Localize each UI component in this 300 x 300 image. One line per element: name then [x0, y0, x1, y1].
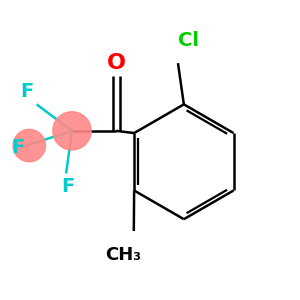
Text: Cl: Cl — [178, 31, 199, 50]
Text: F: F — [11, 138, 24, 157]
Text: O: O — [106, 53, 126, 74]
Text: F: F — [61, 176, 74, 196]
Text: F: F — [20, 82, 34, 101]
Text: CH₃: CH₃ — [106, 246, 142, 264]
Circle shape — [13, 129, 46, 162]
Circle shape — [53, 112, 91, 150]
